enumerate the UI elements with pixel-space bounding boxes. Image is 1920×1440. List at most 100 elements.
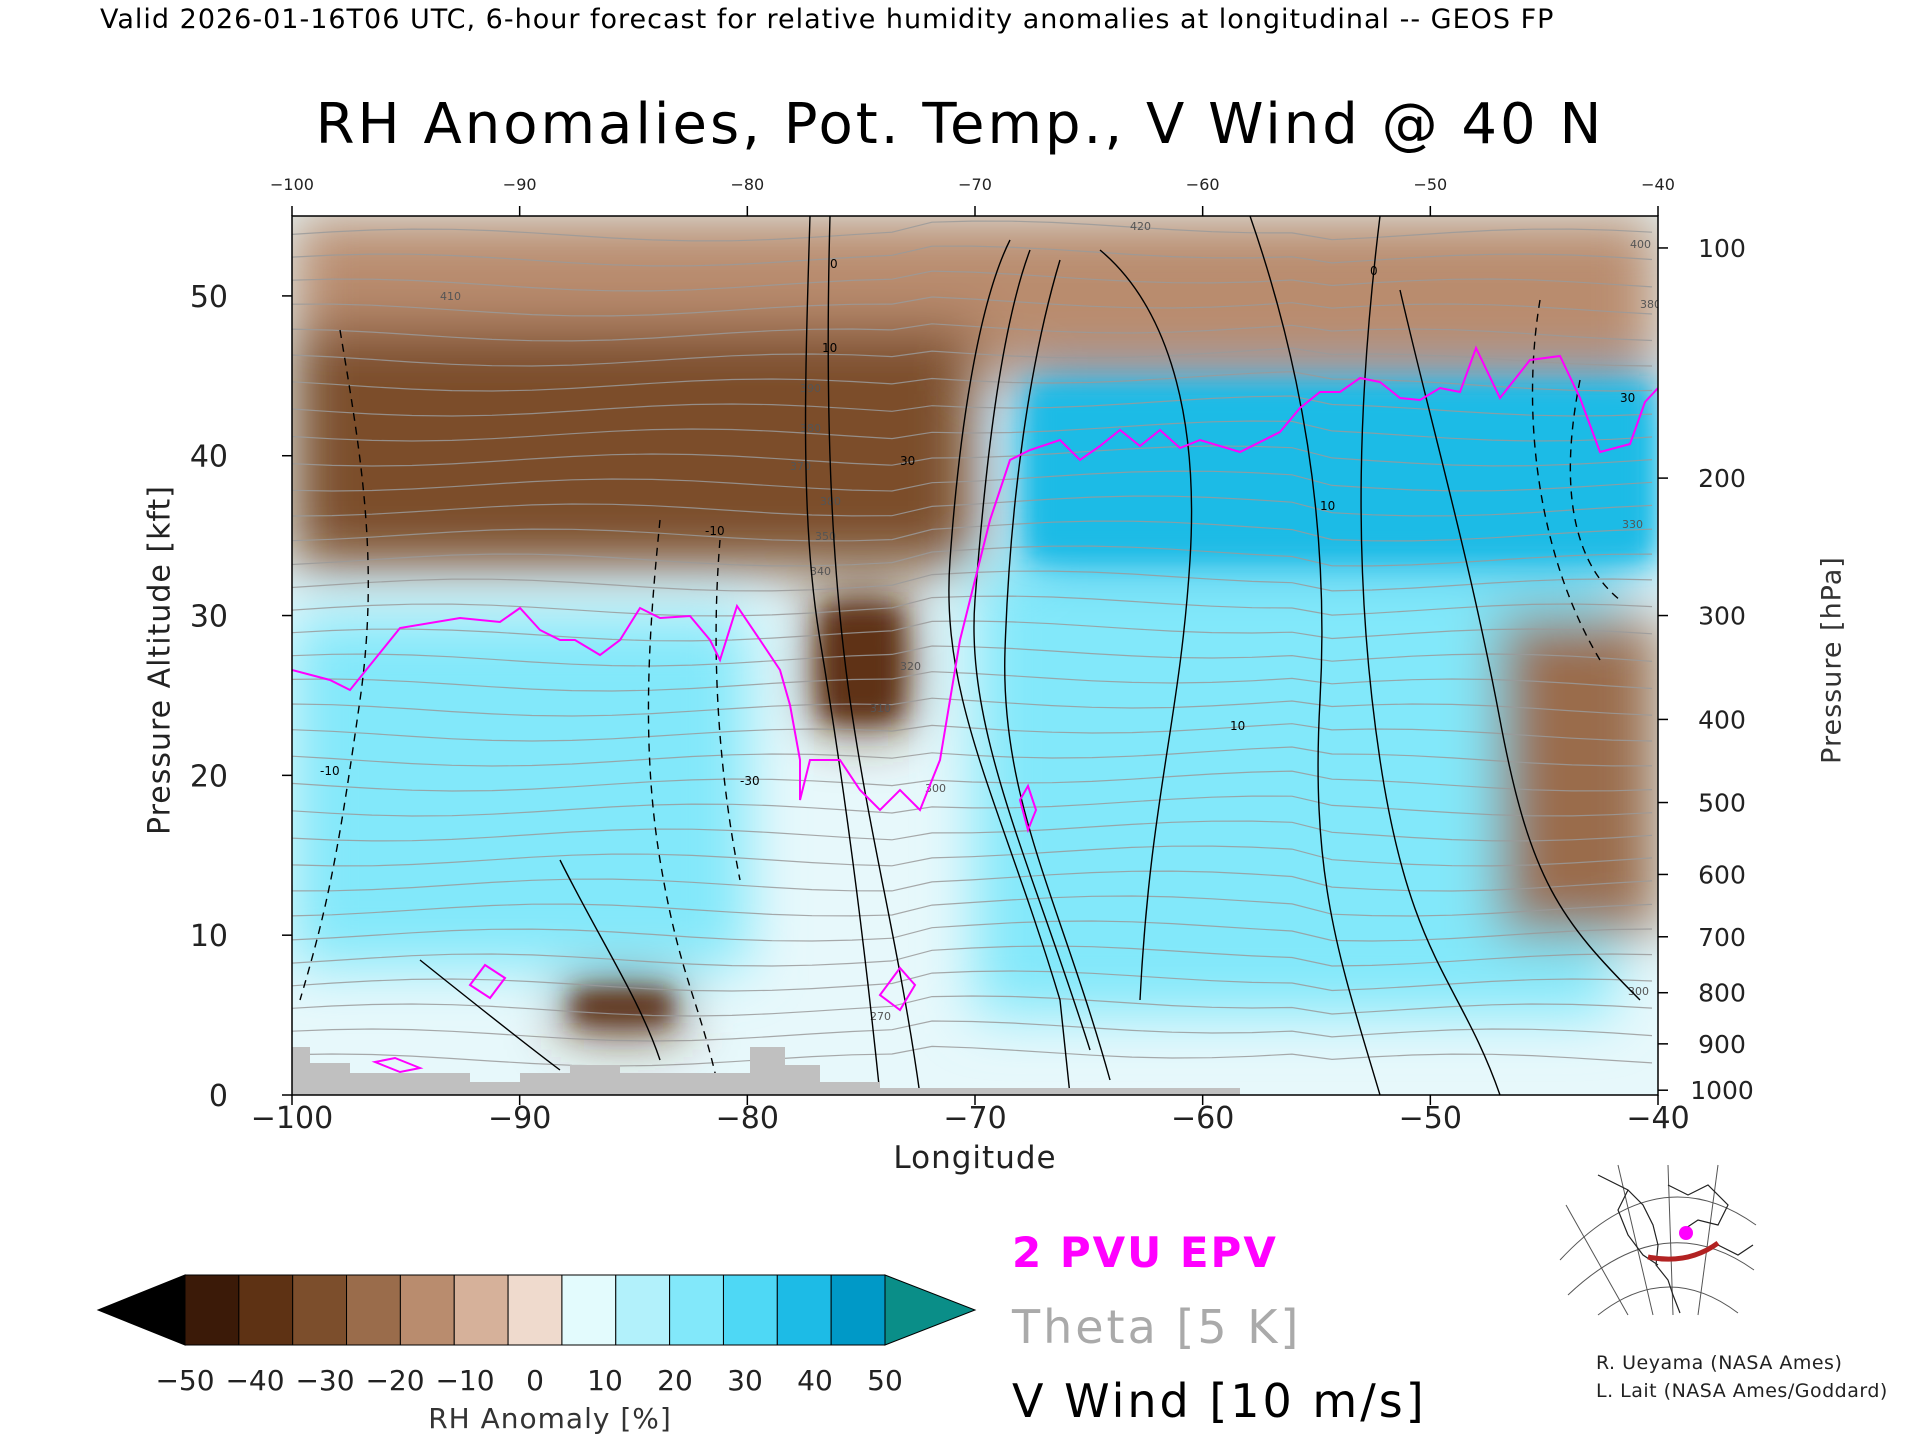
theta-label: 270 [870, 1010, 891, 1023]
theta-contour [292, 347, 1653, 367]
theta-contour [292, 770, 1653, 792]
y-tick-label: 20 [190, 759, 228, 794]
v-wind-contours: 10 30 0 10 0 -30 -10 10 30 -10 [299, 216, 1641, 1095]
x-tick-label: −60 [1171, 1101, 1234, 1136]
theta-contour [292, 645, 1653, 667]
x-top-tick-label: −90 [503, 175, 537, 194]
pressure-tick-label: 600 [1698, 860, 1746, 889]
x-top-tick-label: −50 [1413, 175, 1447, 194]
colorbar-swatch [184, 1274, 240, 1346]
theta-contour [292, 1020, 1653, 1042]
theta-label: 400 [1630, 238, 1651, 251]
pressure-tick-label: 300 [1698, 602, 1746, 631]
topography-shading [292, 1047, 1240, 1095]
epv-2pvu-contour [1018, 783, 1038, 834]
theta-label: 330 [1622, 518, 1643, 531]
theta-contour [292, 370, 1653, 392]
rh-anomaly-core [573, 991, 672, 1024]
v-wind-contour [1099, 249, 1193, 1001]
rh-anomaly-field [292, 216, 1658, 1095]
v-wind-label: -10 [320, 764, 340, 778]
theta-label: 390 [800, 382, 821, 395]
v-wind-label: 10 [1320, 499, 1335, 513]
theta-label: 380 [800, 422, 821, 435]
v-wind-label: 10 [1230, 719, 1245, 733]
y-tick-label: 50 [190, 280, 228, 315]
theta-contour [292, 323, 1653, 342]
pressure-tick-label: 800 [1698, 979, 1746, 1008]
epv-contour [292, 345, 1658, 1074]
colorbar-swatch [615, 1274, 671, 1346]
pressure-tick-label: 200 [1698, 464, 1746, 493]
theta-label: 340 [810, 565, 831, 578]
colorbar-swatch [453, 1274, 509, 1346]
epv-2pvu-contour [878, 966, 917, 1012]
pressure-tick-label: 700 [1698, 923, 1746, 952]
colorbar-tick-label: 50 [867, 1364, 903, 1397]
x-tick-label: −90 [488, 1101, 551, 1136]
v-wind-contour [804, 216, 881, 1095]
v-wind-label: 30 [900, 454, 915, 468]
theta-label: 380 [1640, 298, 1661, 311]
v-wind-contour [299, 329, 369, 1001]
v-wind-contour [1399, 289, 1641, 1001]
theta-contour [292, 795, 1653, 817]
theta-contour [292, 570, 1653, 592]
colorbar-swatch [507, 1274, 563, 1346]
v-wind-contour [715, 539, 741, 881]
theta-contour [292, 671, 1653, 692]
colorbar-swatch [292, 1274, 348, 1346]
colorbar-low-arrow [96, 1274, 186, 1346]
epv-2pvu-contour [292, 345, 1658, 812]
theta-contour [292, 220, 1653, 242]
theta-label: 380 [820, 495, 841, 508]
colorbar-tick-label: 30 [727, 1364, 763, 1397]
v-wind-label: 30 [1620, 391, 1635, 405]
theta-contour [292, 746, 1653, 767]
colorbar-label: RH Anomaly [%] [428, 1402, 672, 1435]
colorbar-swatch [346, 1274, 401, 1346]
colorbar-tick-label: −30 [295, 1364, 354, 1397]
pressure-tick-label: 500 [1698, 789, 1746, 818]
rh-anomaly-region [292, 327, 975, 568]
credit-line: L. Lait (NASA Ames/Goddard) [1596, 1380, 1888, 1402]
theta-contour [292, 545, 1653, 567]
v-wind-contour [973, 249, 1091, 1051]
v-wind-contour [1531, 299, 1601, 661]
theta-label: 310 [870, 702, 891, 715]
x-top-tick-label: −40 [1641, 175, 1675, 194]
legend-epv: 2 PVU EPV [1012, 1228, 1278, 1277]
theta-label: 300 [1628, 985, 1649, 998]
theta-contour [292, 845, 1653, 867]
theta-contour [292, 620, 1653, 642]
pressure-axis-label: Pressure [hPa] [1816, 556, 1848, 764]
theta-contour [292, 970, 1653, 992]
colorbar-swatch [830, 1274, 886, 1346]
colorbar-tick-label: −50 [155, 1364, 214, 1397]
legend-theta: Theta [5 K] [1012, 1300, 1302, 1354]
y-tick-label: 10 [190, 919, 228, 954]
colorbar-tick-label: 40 [797, 1364, 833, 1397]
x-axis-label: Longitude [893, 1140, 1057, 1176]
y-tick-label: 0 [209, 1079, 228, 1114]
v-wind-label: 0 [830, 257, 838, 271]
x-tick-label: −70 [943, 1101, 1006, 1136]
theta-contours: 4204103903803703803503403203103002704003… [292, 220, 1661, 1067]
theta-contour [292, 920, 1653, 942]
locator-map [1558, 1164, 1758, 1316]
rh-anomaly-core [823, 607, 899, 720]
theta-contour [292, 495, 1653, 517]
theta-label: 420 [1130, 220, 1151, 233]
colorbar-tick-label: −20 [365, 1364, 424, 1397]
x-tick-label: −100 [251, 1101, 333, 1136]
valid-time-caption: Valid 2026-01-16T06 UTC, 6-hour forecast… [100, 4, 1555, 35]
y-tick-label: 30 [190, 600, 228, 635]
theta-contour [292, 1045, 1653, 1067]
theta-label: 350 [815, 530, 836, 543]
theta-contour [292, 870, 1653, 892]
theta-contour [292, 723, 1653, 742]
epv-2pvu-contour [468, 963, 507, 1000]
v-wind-label: 0 [1370, 264, 1378, 278]
rh-anomaly-region [292, 615, 748, 968]
v-wind-label: 10 [822, 341, 837, 355]
